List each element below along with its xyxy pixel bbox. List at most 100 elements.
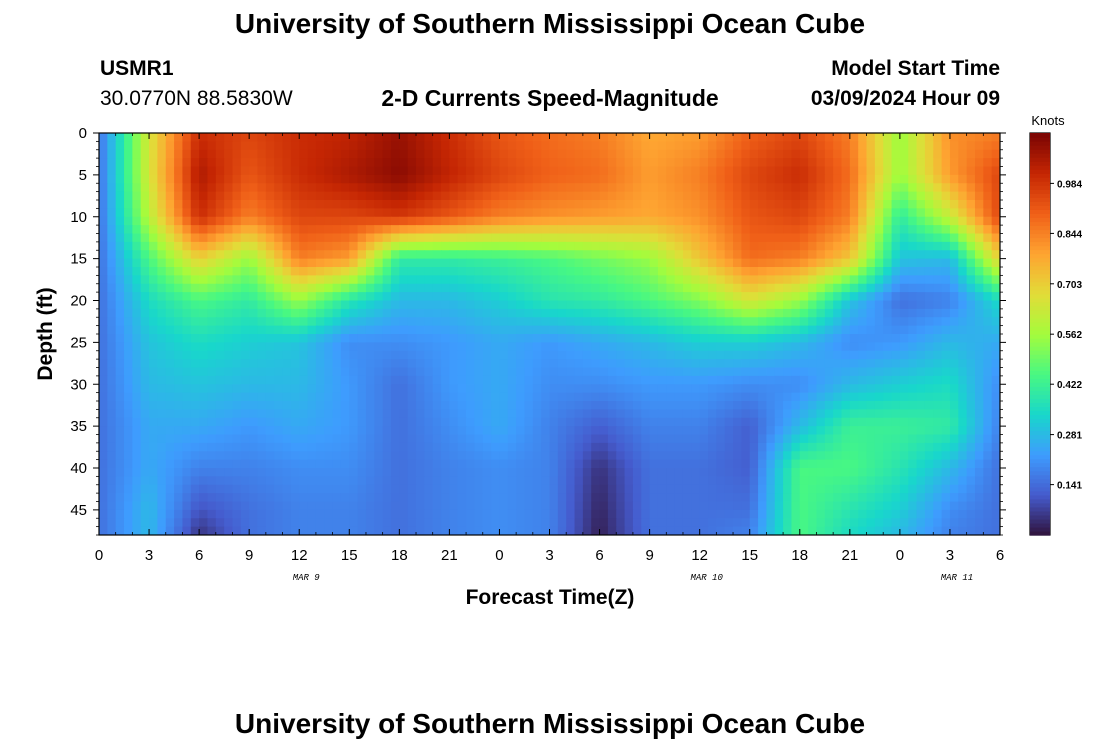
heatmap-cell <box>249 250 259 260</box>
heatmap-cell <box>616 133 626 142</box>
heatmap-cell <box>983 451 993 461</box>
heatmap-cell <box>682 191 692 201</box>
heatmap-cell <box>899 459 909 469</box>
heatmap-cell <box>682 434 692 444</box>
heatmap-cell <box>582 426 592 436</box>
heatmap-cell <box>908 241 918 251</box>
heatmap-cell <box>449 442 459 452</box>
heatmap-cell <box>174 258 184 268</box>
heatmap-cell <box>949 468 959 477</box>
heatmap-cell <box>966 233 976 243</box>
heatmap-cell <box>507 401 517 410</box>
heatmap-cell <box>299 275 309 285</box>
heatmap-cell <box>866 233 876 243</box>
heatmap-cell <box>657 417 667 427</box>
heatmap-cell <box>933 401 943 410</box>
heatmap-cell <box>958 166 968 176</box>
heatmap-cell <box>182 484 192 494</box>
heatmap-cell <box>649 174 659 184</box>
heatmap-cell <box>991 216 1000 226</box>
heatmap-cell <box>274 158 284 168</box>
heatmap-cell <box>983 292 993 302</box>
heatmap-cell <box>841 375 851 385</box>
heatmap-cell <box>382 174 392 184</box>
heatmap-cell <box>365 509 375 519</box>
heatmap-cell <box>974 275 984 285</box>
heatmap-cell <box>307 258 317 268</box>
heatmap-cell <box>390 308 400 318</box>
heatmap-cell <box>958 434 968 444</box>
heatmap-cell <box>190 409 200 419</box>
heatmap-cell <box>307 359 317 369</box>
heatmap-cell <box>791 476 801 486</box>
heatmap-cell <box>958 401 968 410</box>
heatmap-cell <box>365 292 375 302</box>
heatmap-cell <box>808 317 818 327</box>
heatmap-cell <box>466 267 476 276</box>
heatmap-cell <box>949 133 959 142</box>
heatmap-cell <box>607 392 617 402</box>
heatmap-cell <box>666 501 676 511</box>
heatmap-cell <box>199 183 209 193</box>
heatmap-cell <box>549 375 559 385</box>
heatmap-cell <box>99 258 108 268</box>
heatmap-cell <box>457 468 467 477</box>
heatmap-cell <box>607 267 617 276</box>
heatmap-cell <box>691 359 701 369</box>
heatmap-cell <box>933 216 943 226</box>
heatmap-cell <box>199 468 209 477</box>
heatmap-cell <box>374 484 384 494</box>
heatmap-cell <box>783 292 793 302</box>
heatmap-cell <box>808 258 818 268</box>
heatmap-cell <box>574 342 584 352</box>
heatmap-cell <box>257 133 267 142</box>
heatmap-cell <box>499 434 509 444</box>
heatmap-cell <box>165 501 175 511</box>
heatmap-cell <box>349 208 359 218</box>
heatmap-cell <box>749 459 759 469</box>
heatmap-cell <box>741 451 751 461</box>
heatmap-cell <box>591 191 601 201</box>
heatmap-cell <box>649 401 659 410</box>
heatmap-cell <box>491 409 501 419</box>
heatmap-cell <box>449 200 459 209</box>
heatmap-cell <box>774 476 784 486</box>
heatmap-cell <box>265 442 275 452</box>
heatmap-cell <box>783 317 793 327</box>
heatmap-cell <box>132 409 142 419</box>
heatmap-cell <box>124 409 133 419</box>
heatmap-cell <box>165 442 175 452</box>
heatmap-cell <box>799 501 809 511</box>
heatmap-cell <box>624 141 634 151</box>
heatmap-cell <box>532 275 542 285</box>
heatmap-cell <box>924 459 934 469</box>
heatmap-cell <box>499 334 509 343</box>
heatmap-cell <box>182 258 192 268</box>
heatmap-cell <box>908 367 918 377</box>
heatmap-cell <box>941 459 951 469</box>
heatmap-cell <box>924 509 934 519</box>
heatmap-cell <box>799 493 809 503</box>
heatmap-cell <box>482 367 492 377</box>
heatmap-cell <box>749 442 759 452</box>
heatmap-cell <box>824 200 834 209</box>
heatmap-cell <box>649 493 659 503</box>
heatmap-cell <box>365 149 375 159</box>
heatmap-cell <box>466 501 476 511</box>
heatmap-cell <box>566 216 576 226</box>
heatmap-cell <box>140 208 150 218</box>
heatmap-cell <box>883 233 893 243</box>
heatmap-cell <box>733 476 742 486</box>
heatmap-cell <box>616 459 626 469</box>
heatmap-cell <box>632 384 642 394</box>
heatmap-cell <box>708 384 717 394</box>
heatmap-cell <box>591 417 601 427</box>
heatmap-cell <box>641 250 651 260</box>
heatmap-cell <box>774 392 784 402</box>
heatmap-cell <box>557 149 567 159</box>
heatmap-cell <box>599 166 609 176</box>
heatmap-cell <box>766 409 776 419</box>
heatmap-cell <box>649 434 659 444</box>
heatmap-cell <box>240 241 250 251</box>
heatmap-cell <box>557 367 567 377</box>
